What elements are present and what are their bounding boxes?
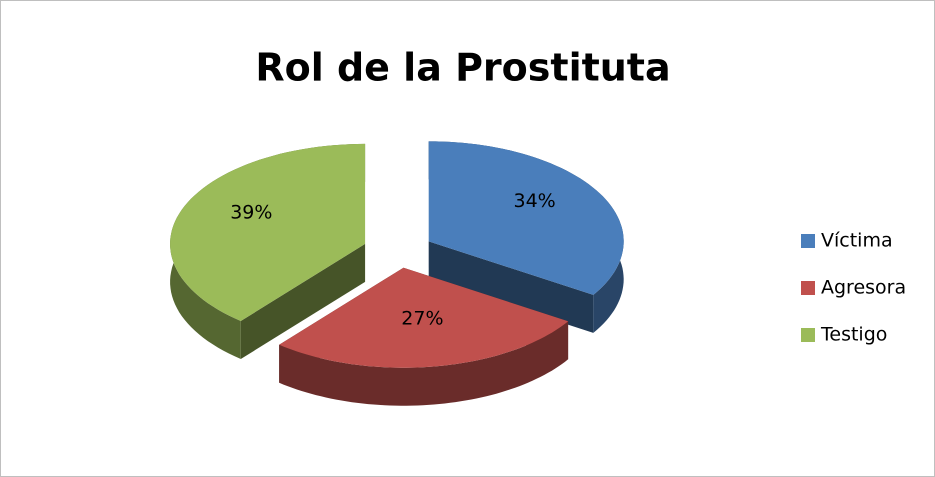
slice-side bbox=[428, 241, 594, 333]
pie: 34% 27% 39% bbox=[170, 141, 624, 406]
data-label: 27% bbox=[401, 307, 443, 329]
legend-label: Agresora bbox=[821, 277, 906, 299]
data-label: 34% bbox=[513, 190, 555, 212]
legend-swatch bbox=[801, 328, 815, 342]
slice-side bbox=[240, 243, 366, 359]
legend: Víctima Agresora Testigo bbox=[801, 230, 906, 346]
slice bbox=[279, 267, 569, 368]
chart-title: Rol de la Prostituta bbox=[255, 46, 670, 90]
legend-label: Testigo bbox=[820, 324, 887, 346]
legend-swatch bbox=[801, 234, 815, 248]
slice bbox=[428, 141, 624, 295]
legend-swatch bbox=[801, 281, 815, 295]
legend-label: Víctima bbox=[821, 230, 893, 252]
slice-wall bbox=[279, 321, 569, 406]
slice bbox=[170, 143, 366, 321]
data-label: 39% bbox=[230, 201, 272, 223]
